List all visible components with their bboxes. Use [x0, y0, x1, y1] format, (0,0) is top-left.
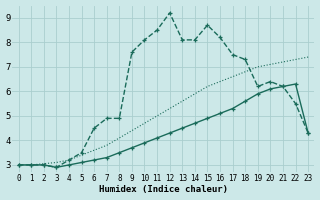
X-axis label: Humidex (Indice chaleur): Humidex (Indice chaleur) — [99, 185, 228, 194]
